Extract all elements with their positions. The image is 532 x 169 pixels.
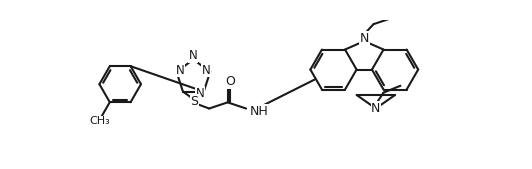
Text: N: N — [371, 102, 380, 115]
Text: CH₃: CH₃ — [90, 116, 111, 126]
Text: N: N — [196, 87, 204, 100]
Text: N: N — [189, 49, 198, 62]
Text: NH: NH — [250, 105, 269, 118]
Text: S: S — [190, 95, 198, 108]
Text: N: N — [360, 31, 369, 44]
Text: O: O — [225, 75, 235, 88]
Text: N: N — [176, 64, 185, 77]
Text: N: N — [202, 64, 211, 77]
